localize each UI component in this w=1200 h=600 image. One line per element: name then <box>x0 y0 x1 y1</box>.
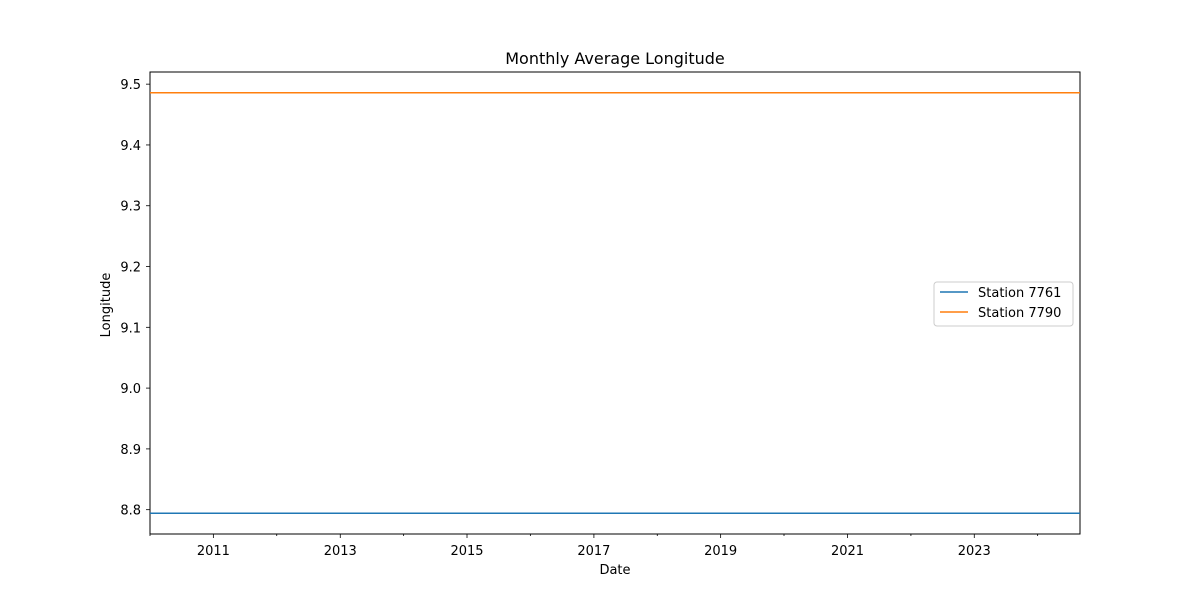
axes-frame <box>149 71 1081 535</box>
y-tick-label: 9.1 <box>120 321 141 336</box>
legend: Station 7761 Station 7790 <box>933 281 1074 327</box>
legend-box <box>933 281 1074 327</box>
y-tick-label: 9.0 <box>120 382 141 397</box>
y-axis-ticks: 8.8 8.9 9.0 9.1 9.2 9.3 9.4 9.5 <box>120 78 150 519</box>
y-tick-label: 9.2 <box>120 261 141 276</box>
x-tick-label: 2021 <box>831 544 864 559</box>
plot-area: 2011 2013 2015 2017 2019 2021 2023 8.8 8.9 9.0 9.… <box>120 71 1081 559</box>
x-axis-ticks: 2011 2013 2015 2017 2019 2021 2023 <box>149 534 1039 559</box>
series-layer <box>150 91 1080 515</box>
x-tick-label: 2017 <box>577 544 610 559</box>
legend-label-2: Station 7790 <box>978 306 1061 321</box>
y-tick-label: 8.9 <box>120 443 141 458</box>
y-tick-label: 8.8 <box>120 504 141 519</box>
legend-label-1: Station 7761 <box>978 286 1061 301</box>
x-tick-label: 2019 <box>704 544 737 559</box>
y-tick-label: 9.4 <box>120 139 141 154</box>
y-tick-label: 9.3 <box>120 200 141 215</box>
y-tick-label: 9.5 <box>120 78 141 93</box>
y-axis-label: Longitude <box>99 273 114 338</box>
x-tick-label: 2011 <box>197 544 230 559</box>
x-axis-label: Date <box>599 563 630 578</box>
x-tick-label: 2023 <box>958 544 991 559</box>
x-tick-label: 2015 <box>450 544 483 559</box>
x-tick-label: 2013 <box>324 544 357 559</box>
chart-title: Monthly Average Longitude <box>505 49 725 68</box>
